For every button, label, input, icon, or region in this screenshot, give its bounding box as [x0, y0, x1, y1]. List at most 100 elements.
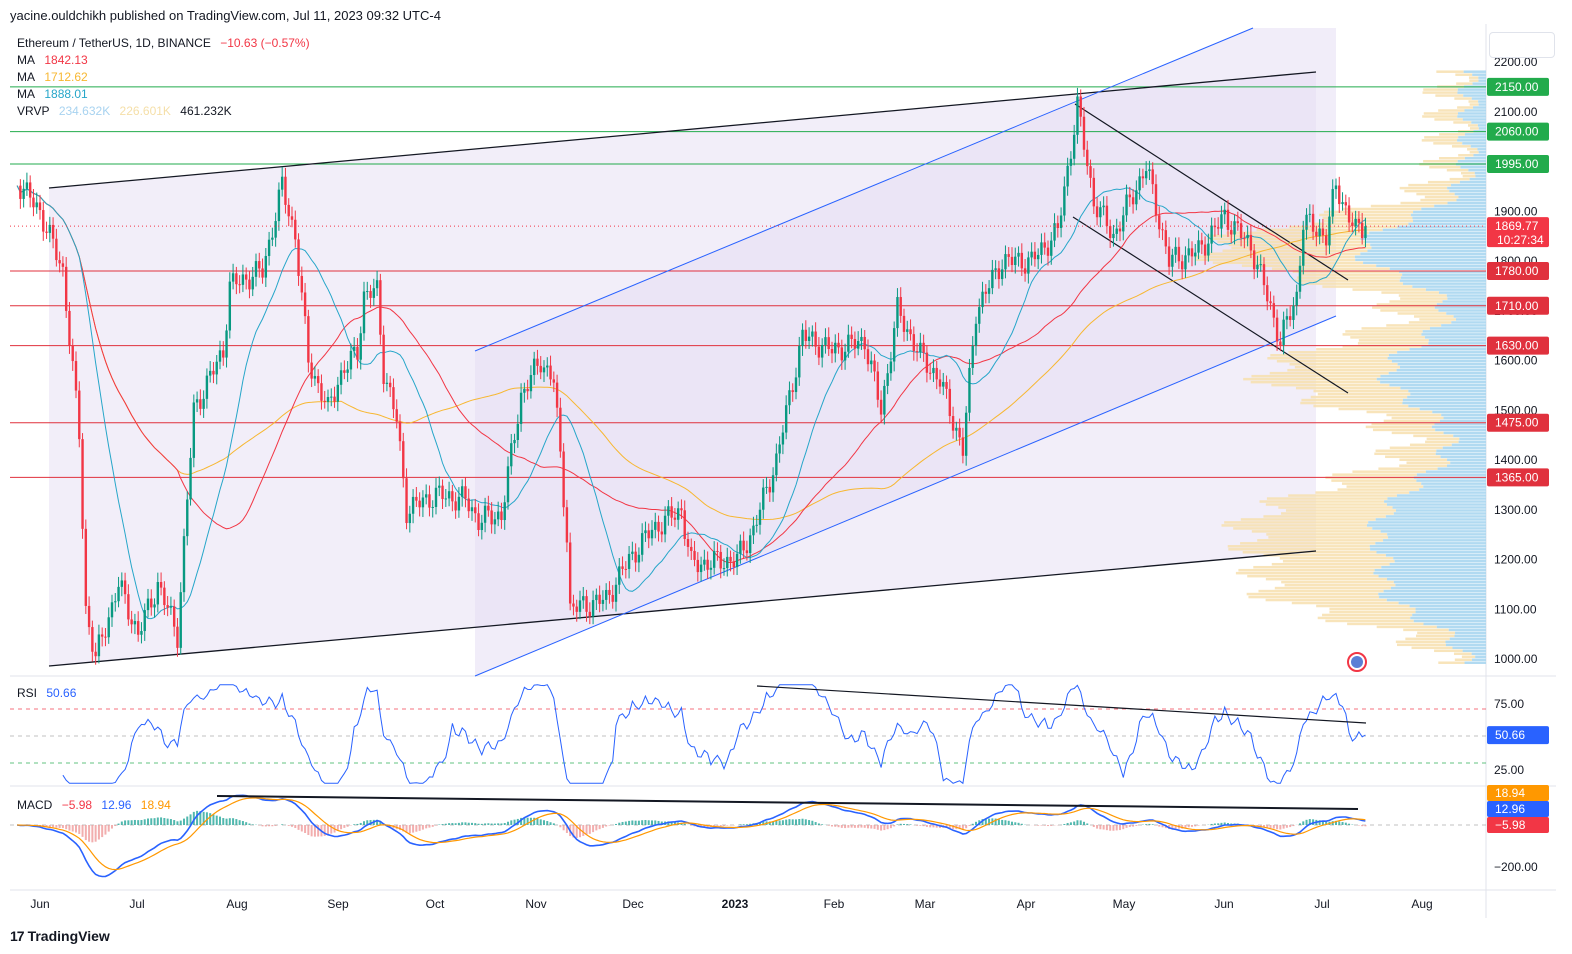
volume-bar-up [1258, 589, 1384, 593]
chart-settings-box[interactable] [1489, 32, 1555, 58]
candle-body [964, 412, 968, 456]
candle-body [330, 396, 333, 398]
level-label: 2150.00 [1495, 80, 1539, 94]
volume-bar-up [1279, 557, 1394, 560]
volume-bar-up [1374, 452, 1436, 456]
ma1-label: MA [17, 53, 35, 67]
candle-body [981, 291, 984, 308]
ma2-label: MA [17, 70, 35, 84]
candle-body [771, 475, 775, 493]
price-tick-label: 1100.00 [1494, 602, 1537, 616]
volume-bar-up [1376, 303, 1437, 306]
candle-body [1256, 264, 1259, 270]
volume-bar-down [1421, 207, 1486, 211]
candle-body [1059, 215, 1063, 229]
volume-bar-down [1464, 661, 1486, 664]
candle-body [1131, 197, 1135, 205]
volume-bar-up [1399, 458, 1448, 461]
macd-hist-bar [1014, 822, 1017, 825]
macd-hist-bar [1302, 821, 1305, 825]
volume-bar-up [1322, 285, 1413, 288]
volume-bar-up [1265, 503, 1387, 506]
candle-body [287, 204, 290, 217]
candle-body [1292, 305, 1295, 320]
volume-bar-down [1367, 249, 1486, 253]
ma3-label: MA [17, 87, 35, 101]
candle-body [676, 508, 680, 520]
macd-hist-bar [932, 825, 935, 828]
volume-bar-down [1410, 213, 1486, 217]
macd-hist-bar [768, 821, 771, 825]
candle-body [820, 344, 824, 358]
candle-body [127, 594, 130, 620]
candle-body [549, 365, 552, 380]
macd-hist-bar [1230, 823, 1233, 825]
volume-bar-up [1381, 291, 1439, 294]
volume-bar-down [1399, 365, 1486, 369]
volume-bar-down [1402, 398, 1486, 402]
macd-hist-bar [863, 825, 866, 828]
price-tick-label: 1900.00 [1494, 204, 1538, 218]
candle-body [1177, 246, 1181, 262]
candle-body [1216, 227, 1220, 229]
macd-hist-bar [866, 825, 869, 829]
candle-body [1069, 158, 1073, 166]
candle-body [91, 627, 94, 652]
volume-bar-down [1447, 297, 1486, 300]
macd-hist-bar [1040, 825, 1043, 826]
candle-body [438, 485, 441, 488]
candle-body [712, 551, 716, 568]
volume-bar-up [1399, 464, 1447, 467]
volume-bar-down [1354, 255, 1486, 259]
volume-bar-down [1439, 419, 1486, 423]
volume-bar-up [1217, 240, 1366, 244]
brand: 17 TradingView [10, 928, 110, 944]
volume-bar-down [1413, 210, 1486, 214]
candle-body [418, 500, 421, 508]
volume-bar-up [1251, 530, 1381, 533]
candle-body [271, 237, 274, 240]
macd-hist-bar [834, 825, 837, 827]
candle-body [1010, 256, 1014, 266]
macd-hist-bar [906, 824, 909, 825]
volume-bar-up [1400, 297, 1448, 300]
macd-hist-bar [124, 820, 127, 825]
volume-bar-down [1474, 171, 1486, 175]
price-tick-label: 2200.00 [1494, 55, 1538, 69]
macd-hist-bar [673, 822, 676, 825]
candle-body [1076, 96, 1079, 135]
candle-body [231, 273, 235, 282]
ma-long-line [16, 185, 1366, 520]
macd-hist-bar [1105, 825, 1108, 831]
rsi-axis-label: 25.00 [1494, 763, 1524, 777]
macd-hist-bar [546, 821, 549, 825]
candle-body [654, 521, 657, 530]
macd-hist-bar [356, 823, 359, 825]
volume-bar-down [1408, 404, 1486, 408]
level-label: 1995.00 [1495, 157, 1539, 171]
candle-body [863, 336, 866, 350]
macd-hist-bar [1151, 824, 1154, 825]
macd-hist-bar [1262, 825, 1265, 828]
volume-bar-down [1413, 619, 1486, 623]
candle-body [349, 350, 353, 370]
candle-body [457, 496, 461, 511]
volume-bar-down [1421, 333, 1486, 336]
macd-hist-bar [536, 818, 539, 825]
macd-hist-bar [146, 818, 149, 825]
candle-body [310, 362, 313, 379]
macd-hist-bar [1037, 825, 1040, 826]
macd-hist-bar [500, 823, 503, 825]
macd-hist-bar [722, 825, 725, 826]
candle-body [1223, 209, 1226, 215]
macd-hist-bar [804, 819, 807, 825]
volume-bar-up [1422, 115, 1458, 118]
macd-value-label: 18.94 [1495, 786, 1525, 800]
candle-body [706, 559, 709, 570]
volume-bar-down [1409, 348, 1486, 351]
vrvp-v2: 226.601K [119, 104, 171, 118]
candle-body [143, 610, 146, 632]
candle-body [25, 182, 29, 189]
candle-body [150, 598, 153, 608]
